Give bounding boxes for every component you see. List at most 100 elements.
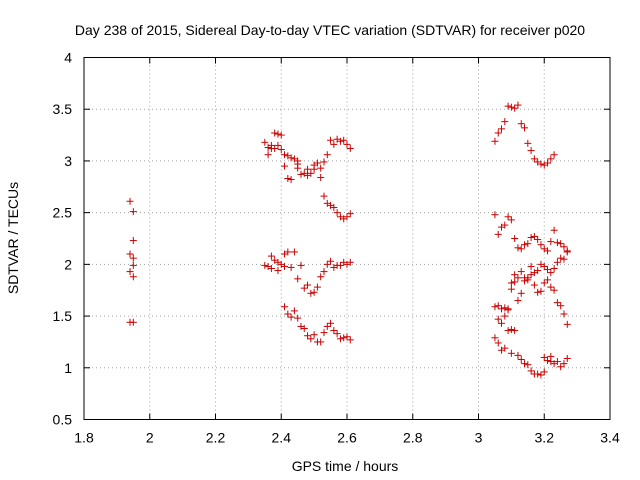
data-point [514,351,522,359]
data-point [553,258,561,266]
data-point [336,137,344,145]
data-point [557,254,565,262]
data-point [550,226,558,234]
data-point [330,140,338,148]
data-point [507,216,515,224]
data-point [547,283,555,291]
data-point [517,120,525,128]
data-point [300,324,308,332]
data-point [264,151,272,159]
data-point [521,241,529,249]
data-point [524,139,532,147]
data-point [317,164,325,172]
data-point [563,248,571,256]
data-point [294,314,302,322]
data-point [346,210,354,218]
data-point [274,141,282,149]
data-point [284,310,292,318]
grid [84,57,610,420]
data-point [343,333,351,341]
data-point [544,159,552,167]
data-point [514,101,522,109]
data-point [317,338,325,346]
data-point [540,279,548,287]
data-point [521,124,529,132]
data-point [317,173,325,181]
data-point [267,252,275,260]
data-point [281,162,289,170]
data-point [320,329,328,337]
data-point [550,151,558,159]
data-point [504,306,512,314]
data-point [511,278,519,286]
x-tick-label: 3.2 [535,430,555,446]
data-point [281,262,289,270]
data-point [560,360,568,368]
x-tick-labels: 1.8 2 2.2 2.4 2.6 2.8 3 3.2 3.4 [74,430,620,446]
x-tick-label: 3.4 [600,430,620,446]
data-point [307,289,315,297]
data-point [544,247,552,255]
x-tick-label: 3 [475,430,483,446]
data-point [290,248,298,256]
data-point [267,264,275,272]
data-point [129,261,137,269]
data-point [284,248,292,256]
data-point [517,245,525,253]
data-point [557,302,565,310]
data-point [129,318,137,326]
data-point [267,141,275,149]
data-point [504,102,512,110]
data-point [534,267,542,275]
data-point [553,239,561,247]
data-point [491,211,499,219]
data-point [287,313,295,321]
y-tick-label: 0.5 [53,412,73,428]
y-tick-label: 1.5 [53,308,73,324]
chart-title: Day 238 of 2015, Sidereal Day-to-day VTE… [75,22,585,38]
data-point [498,319,506,327]
data-point [290,307,298,315]
y-tick-label: 1 [64,360,72,376]
data-point [491,303,499,311]
data-point [313,159,321,167]
data-point [547,352,555,360]
data-point [501,344,509,352]
data-point [297,261,305,269]
data-point [557,240,565,248]
data-point [310,331,318,339]
data-point [563,354,571,362]
data-point [336,261,344,269]
data-point [524,240,532,248]
data-point [297,170,305,178]
data-point [521,360,529,368]
data-point [346,145,354,153]
data-point [346,258,354,266]
data-point [501,312,509,320]
data-point [494,230,502,238]
data-point [294,160,302,168]
data-point [507,279,515,287]
y-tick-label: 2 [64,256,72,272]
data-point [281,151,289,159]
data-point [129,273,137,281]
data-point [527,147,535,155]
data-point [507,326,515,334]
data-point [547,238,555,246]
data-point [300,284,308,292]
data-point [261,138,269,146]
x-tick-label: 2.4 [272,430,292,446]
data-point [126,250,134,258]
data-point [530,281,538,289]
data-point [530,232,538,240]
data-point [343,213,351,221]
data-point [491,334,499,342]
data-point [540,353,548,361]
data-point [340,334,348,342]
y-tick-label: 3 [64,153,72,169]
data-point [271,129,279,137]
data-point [320,158,328,166]
data-point [544,357,552,365]
data-point [126,268,134,276]
